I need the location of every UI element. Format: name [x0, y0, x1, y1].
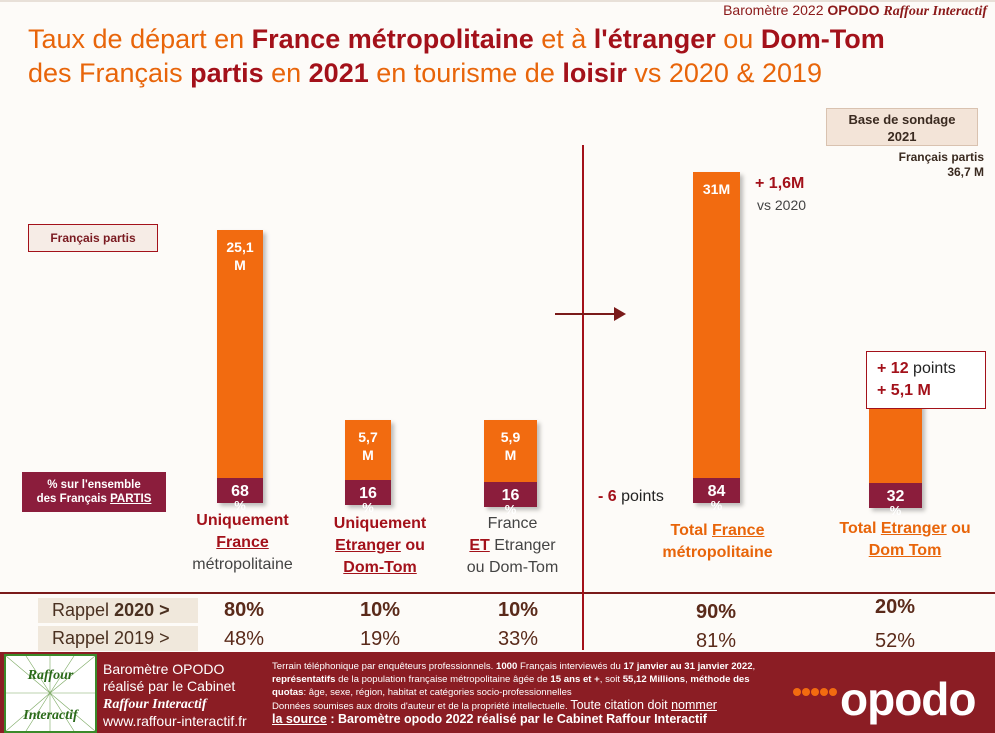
divider-horizontal-right	[584, 592, 995, 594]
rappel-2019-value: 19%	[359, 628, 401, 650]
category-label-5: Total Etranger ou Dom Tom	[839, 520, 971, 559]
raffour-logo: Raffour Interactif	[4, 654, 97, 733]
bar-4: 31M 84%	[693, 172, 740, 513]
footer-methodology: Terrain téléphonique par enquêteurs prof…	[272, 661, 756, 726]
rappel-2020-value: 20%	[874, 596, 916, 618]
rappel-2020-label: Rappel 2020 >	[38, 598, 198, 623]
bar-pct-segment: 84%	[693, 478, 740, 513]
bar-pct-suffix: %	[889, 503, 902, 518]
legend-pct-box: % sur l'ensemble des Français PARTIS	[22, 472, 166, 512]
base-sondage-box: Base de sondage 2021	[826, 108, 978, 146]
bar-value-label: 5,9 M	[500, 429, 521, 463]
rappel-2019-value: 81%	[695, 630, 737, 652]
title-line-2: des Français partis en 2021 en tourisme …	[28, 58, 823, 88]
bar-pct-segment: 32%	[869, 483, 922, 518]
bar-pct-suffix: %	[362, 500, 374, 515]
divider-horizontal-left	[0, 592, 582, 594]
bar-pct-label: 68	[231, 483, 249, 500]
bar-pct-segment: 16%	[345, 480, 391, 515]
rappel-2020-value: 10%	[359, 599, 401, 621]
bar-pct-label: 16	[501, 487, 520, 504]
bar-pct-label: 16	[359, 485, 377, 502]
rappel-2020-value: 80%	[223, 599, 265, 621]
bar-2: 5,7 M 16%	[345, 420, 391, 515]
bar-1: 25,1 M 68%	[217, 230, 263, 513]
arrow-right-icon	[614, 307, 626, 321]
website-link[interactable]: www.raffour-interactif.fr	[103, 713, 247, 729]
category-label-3: France ET Etranger ou Dom-Tom	[466, 515, 559, 576]
annotation-minus-points: - 6 points	[598, 488, 664, 505]
brand-line: Baromètre 2022 OPODO Raffour Interactif	[723, 2, 987, 19]
rappel-2019-value: 33%	[497, 628, 539, 650]
bar-pct-label: 32	[886, 488, 905, 505]
rappel-2020-value: 10%	[497, 599, 539, 621]
bar-pct-suffix: %	[504, 502, 517, 517]
title-line-1: Taux de départ en France métropolitaine …	[28, 24, 885, 54]
legend-francais-partis: Français partis	[28, 224, 158, 252]
bar-pct-suffix: %	[710, 498, 723, 513]
opodo-dots-icon	[793, 683, 838, 701]
bar-pct-segment: 16%	[484, 482, 537, 517]
category-label-4: Total France métropolitaine	[662, 522, 773, 561]
bar-value-label: 31M	[702, 181, 731, 197]
header-area	[0, 0, 995, 100]
footer-left-text: Baromètre OPODO réalisé par le Cabinet Raf…	[103, 661, 247, 729]
rappel-2020-value: 90%	[695, 601, 737, 623]
base-sondage-sub: Français partis 36,7 M	[898, 150, 984, 179]
annotation-vs-2020: vs 2020	[757, 197, 807, 213]
annotation-delta-fr: + 1,6M	[755, 175, 805, 192]
category-label-1: Uniquement France métropolitaine	[192, 512, 293, 573]
divider-vertical	[582, 145, 584, 650]
opodo-logo: opodo	[840, 673, 976, 725]
rappel-2019-value: 52%	[874, 630, 916, 652]
bar-value-label: 25,1 M	[226, 239, 254, 273]
bar-pct-suffix: %	[234, 498, 246, 513]
annotation-box: + 12 points + 5,1 M	[866, 351, 986, 409]
arrow-line	[555, 313, 617, 315]
rappel-2019-value: 48%	[223, 628, 265, 650]
bar-3: 5,9 M 16%	[484, 420, 537, 517]
bar-value-label: 5,7 M	[358, 429, 378, 463]
rappel-2019-label: Rappel 2019 >	[38, 626, 198, 651]
bar-pct-segment: 68%	[217, 478, 263, 513]
category-label-2: Uniquement Etranger ou Dom-Tom	[333, 515, 427, 576]
bar-pct-label: 84	[707, 483, 726, 500]
